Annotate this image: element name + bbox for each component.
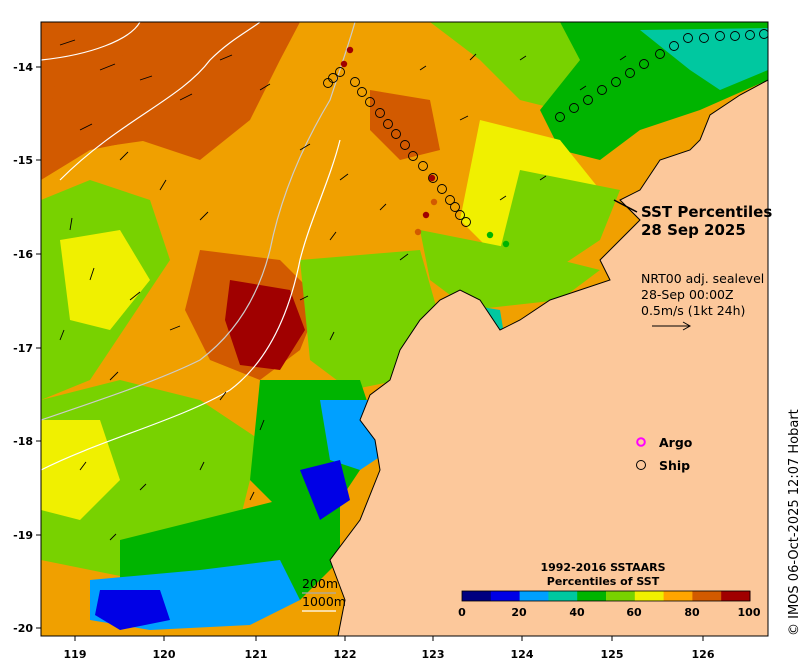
current-scale: 0.5m/s (1kt 24h) [641, 303, 745, 318]
x-tick-119: 119 [64, 648, 87, 661]
colorbar-segment [519, 591, 549, 601]
isobath-label-200m: 200m [302, 576, 338, 591]
x-tick-122: 122 [334, 648, 357, 661]
map-title: SST Percentiles [641, 203, 772, 221]
colorbar-segment [490, 591, 521, 601]
y-tick-16: -16 [13, 248, 33, 261]
colorbar [462, 591, 751, 601]
colorbar-segment [462, 591, 492, 601]
isobaths [41, 22, 356, 471]
isobath-label-1000m: 1000m [302, 594, 346, 609]
y-tick-20: -20 [13, 622, 33, 635]
colorbar-tick-80: 80 [684, 606, 700, 619]
colorbar-tick-100: 100 [738, 606, 761, 619]
ship-observations [340, 46, 510, 248]
sst-field [41, 22, 768, 630]
x-tick-124: 124 [511, 648, 534, 661]
land-mask [329, 22, 768, 636]
x-tick-125: 125 [601, 648, 624, 661]
colorbar-segment [606, 591, 636, 601]
credit-text: © IMOS 06-Oct-2025 12:07 Hobart [787, 409, 802, 636]
legend-ship: Ship [659, 458, 690, 473]
x-tick-123: 123 [422, 648, 445, 661]
x-tick-126: 126 [692, 648, 715, 661]
colorbar-segment [634, 591, 665, 601]
ship-track [323, 29, 768, 227]
ship-marker [636, 460, 646, 470]
colorbar-segment [692, 591, 722, 601]
y-tick-15: -15 [13, 154, 33, 167]
argo-marker [636, 437, 646, 447]
colorbar-title-2: Percentiles of SST [547, 575, 660, 588]
colorbar-segment [721, 591, 751, 601]
colorbar-tick-0: 0 [458, 606, 466, 619]
colorbar-segment [663, 591, 693, 601]
plot-frame [40, 21, 769, 637]
colorbar-segment [577, 591, 607, 601]
y-tick-17: -17 [13, 342, 33, 355]
colorbar-title-1: 1992-2016 SSTAARS [540, 561, 665, 574]
x-tick-121: 121 [245, 648, 268, 661]
x-axis [74, 636, 704, 641]
map-date: 28 Sep 2025 [641, 221, 746, 239]
colorbar-tick-60: 60 [626, 606, 642, 619]
current-arrows [59, 39, 627, 541]
scale-arrow-icon [652, 321, 692, 331]
colorbar-frame [461, 590, 751, 602]
y-tick-19: -19 [13, 529, 33, 542]
y-axis [36, 66, 41, 629]
colorbar-tick-20: 20 [511, 606, 527, 619]
y-tick-18: -18 [13, 435, 33, 448]
title-pointer [613, 199, 638, 213]
legend-argo: Argo [659, 435, 693, 450]
x-tick-120: 120 [153, 648, 176, 661]
current-source: NRT00 adj. sealevel [641, 271, 764, 286]
colorbar-segment [548, 591, 578, 601]
current-time: 28-Sep 00:00Z [641, 287, 734, 302]
y-tick-14: -14 [13, 61, 33, 74]
colorbar-tick-40: 40 [569, 606, 585, 619]
